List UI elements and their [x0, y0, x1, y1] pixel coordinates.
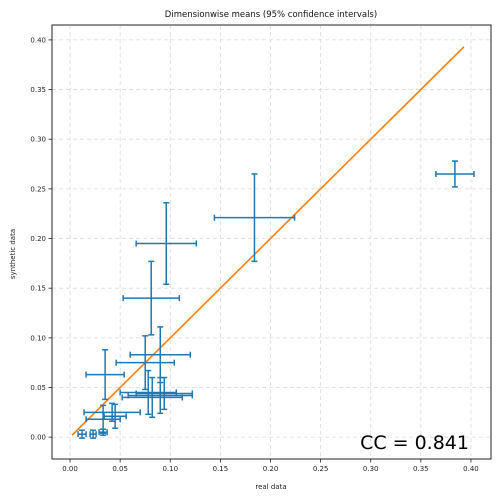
- data-point: [83, 402, 141, 423]
- data-point: [85, 349, 125, 401]
- plot-frame: [51, 24, 492, 460]
- data-point: [98, 428, 108, 436]
- grid: [52, 25, 491, 459]
- data-point: [129, 326, 192, 384]
- data-point: [213, 173, 296, 263]
- data-point: [89, 429, 97, 439]
- x-tick-label: 0.35: [413, 465, 429, 473]
- data-point: [435, 160, 475, 188]
- reference-line: [71, 46, 465, 436]
- x-tick-label: 0.25: [313, 465, 329, 473]
- y-tick-label: 0.15: [30, 285, 46, 293]
- error-bar-points: [77, 160, 475, 439]
- data-point: [122, 260, 181, 336]
- data-point: [115, 335, 176, 391]
- y-tick-label: 0.00: [30, 434, 46, 442]
- data-point: [77, 429, 87, 439]
- x-tick-label: 0.05: [112, 465, 128, 473]
- data-point: [121, 376, 184, 419]
- y-tick-label: 0.20: [30, 235, 46, 243]
- y-tick-label: 0.05: [30, 384, 46, 392]
- x-tick-label: 0.20: [263, 465, 279, 473]
- data-point: [135, 376, 194, 411]
- x-tick-label: 0.40: [463, 465, 479, 473]
- x-tick-label: 0.00: [62, 465, 78, 473]
- data-point: [85, 404, 121, 434]
- y-tick-label: 0.30: [30, 136, 46, 144]
- data-point: [103, 403, 127, 429]
- y-axis-label: synthetic data: [9, 229, 17, 279]
- data-point: [119, 369, 178, 416]
- y-tick-label: 0.10: [30, 334, 46, 342]
- x-axis-label: real data: [255, 483, 286, 491]
- data-point: [135, 202, 198, 285]
- y-axis-ticks: 0.00 0.05 0.10 0.15 0.20 0.25 0.30 0.35 0.40: [30, 36, 52, 442]
- x-axis-ticks: 0.00 0.05 0.10 0.15 0.20 0.25 0.30 0.35 0.40: [62, 459, 479, 473]
- reference-line-layer: [71, 46, 465, 436]
- x-tick-label: 0.10: [162, 465, 178, 473]
- x-tick-label: 0.15: [213, 465, 229, 473]
- y-tick-label: 0.25: [30, 185, 46, 193]
- correlation-annotation: CC = 0.841: [360, 432, 469, 454]
- y-tick-label: 0.35: [30, 86, 46, 94]
- y-tick-label: 0.40: [30, 36, 46, 44]
- chart-title: Dimensionwise means (95% confidence inte…: [165, 10, 377, 20]
- x-tick-label: 0.30: [363, 465, 379, 473]
